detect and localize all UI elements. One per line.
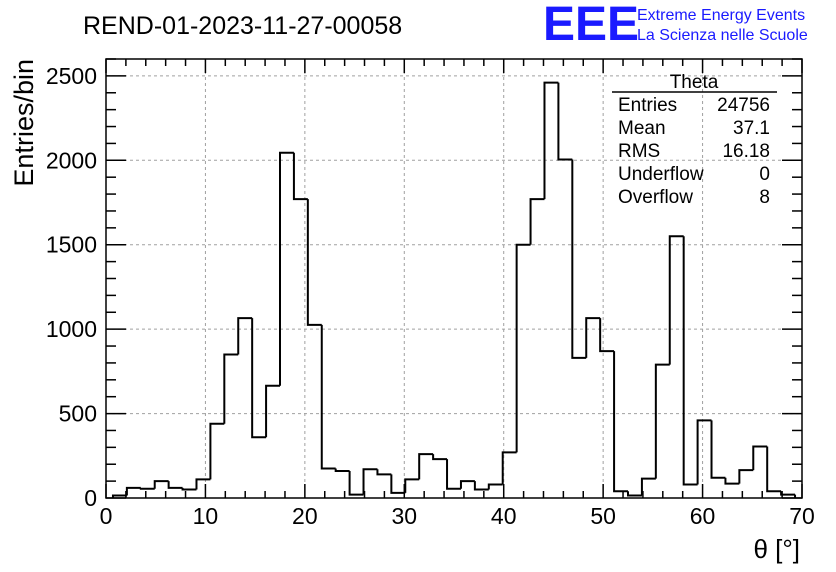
x-tick-label: 50 xyxy=(590,503,616,529)
histogram-bin xyxy=(766,446,782,493)
logo-line-2: La Scienza nelle Scuole xyxy=(637,27,808,44)
histogram-bin xyxy=(195,478,211,490)
histogram-bin xyxy=(446,459,461,490)
histogram-bin xyxy=(780,491,796,496)
stats-value: 24756 xyxy=(717,95,770,116)
stats-label: Overflow xyxy=(618,187,693,208)
histogram-bin xyxy=(599,318,615,353)
y-tick-label: 2500 xyxy=(46,63,97,89)
y-tick-label: 2000 xyxy=(46,147,97,173)
histogram-bin xyxy=(529,198,545,245)
stats-label: RMS xyxy=(618,141,660,162)
histogram-bin xyxy=(181,487,197,491)
stats-box-title: Theta xyxy=(670,72,719,93)
histogram-bin xyxy=(334,468,350,472)
histogram-bin xyxy=(627,491,642,497)
histogram-bin xyxy=(473,481,489,491)
histogram-bin xyxy=(710,420,726,479)
histogram-bin xyxy=(515,243,531,453)
histogram-bin xyxy=(153,480,169,489)
x-tick-label: 10 xyxy=(193,503,219,529)
x-tick-label: 40 xyxy=(491,503,517,529)
histogram-bin xyxy=(557,82,573,161)
histogram-bin xyxy=(543,81,559,200)
histogram-bin xyxy=(738,469,754,484)
histogram-bin xyxy=(139,487,155,490)
histogram-bin xyxy=(501,451,517,485)
histogram-bin xyxy=(432,454,448,461)
histogram-bin xyxy=(668,235,684,365)
tick-labels: 0 10 20 30 40 50 60 70 0 500 1000 1500 2000 2500 xyxy=(46,63,815,529)
histogram-bin xyxy=(724,477,740,485)
histogram-bin xyxy=(209,422,225,480)
histogram-bin xyxy=(682,236,698,486)
histogram-bin xyxy=(459,480,475,489)
histogram-bin xyxy=(585,317,601,358)
logo-line-1: Extreme Energy Events xyxy=(637,7,805,24)
histogram-bin xyxy=(251,318,267,439)
x-tick-label: 60 xyxy=(690,503,716,529)
stats-label: Underflow xyxy=(618,164,704,185)
stats-label: Mean xyxy=(618,118,666,139)
axis-ticks xyxy=(105,58,803,499)
stats-value: 8 xyxy=(759,187,770,208)
x-tick-label: 70 xyxy=(789,503,815,529)
histogram-bin xyxy=(487,483,503,490)
histogram-bin xyxy=(362,468,378,495)
y-tick-label: 500 xyxy=(59,401,97,427)
stats-box: Theta Entries 24756 Mean 37.1 RMS 16.18 Underf… xyxy=(612,72,777,208)
stats-value: 37.1 xyxy=(733,118,770,139)
histogram-bin xyxy=(111,494,127,498)
y-tick-label: 1000 xyxy=(46,316,97,342)
y-tick-label: 0 xyxy=(84,485,97,511)
histogram-bin xyxy=(654,363,670,479)
x-tick-label: 30 xyxy=(391,503,417,529)
histogram-bin xyxy=(237,317,253,355)
stats-label: Entries xyxy=(618,95,677,116)
histogram-bin xyxy=(320,324,336,470)
histogram-bin xyxy=(306,199,322,326)
chart-title: REND-01-2023-11-27-00058 xyxy=(83,12,402,40)
histogram-bin xyxy=(696,419,712,485)
histogram-bars xyxy=(111,81,797,498)
histogram-bin xyxy=(125,486,141,496)
x-tick-label: 0 xyxy=(100,503,113,529)
histogram-bin xyxy=(404,478,420,493)
stats-value: 0 xyxy=(759,164,770,185)
eee-logo-mark: EEE xyxy=(543,0,639,51)
histogram-bin xyxy=(348,470,364,496)
histogram-bin xyxy=(223,353,239,424)
x-tick-label: 20 xyxy=(292,503,318,529)
histogram-bin xyxy=(167,481,183,489)
histogram-bin xyxy=(292,152,308,201)
eee-logo: EEE Extreme Energy Events La Scienza nel… xyxy=(543,0,808,51)
x-axis-label: θ [°] xyxy=(753,534,800,564)
histogram-bin xyxy=(376,469,392,476)
histogram-bin xyxy=(265,384,280,438)
histogram-bin xyxy=(752,445,768,471)
histogram-bin xyxy=(418,453,434,480)
grid xyxy=(106,59,802,498)
y-tick-label: 1500 xyxy=(46,232,97,258)
histogram-bin xyxy=(390,474,406,494)
y-axis-label: Entries/bin xyxy=(9,59,39,187)
stats-value: 16.18 xyxy=(722,141,770,162)
histogram-bin xyxy=(571,159,587,359)
histogram-bin xyxy=(640,477,656,496)
histogram-bin xyxy=(279,151,294,386)
histogram-bin xyxy=(613,351,628,493)
